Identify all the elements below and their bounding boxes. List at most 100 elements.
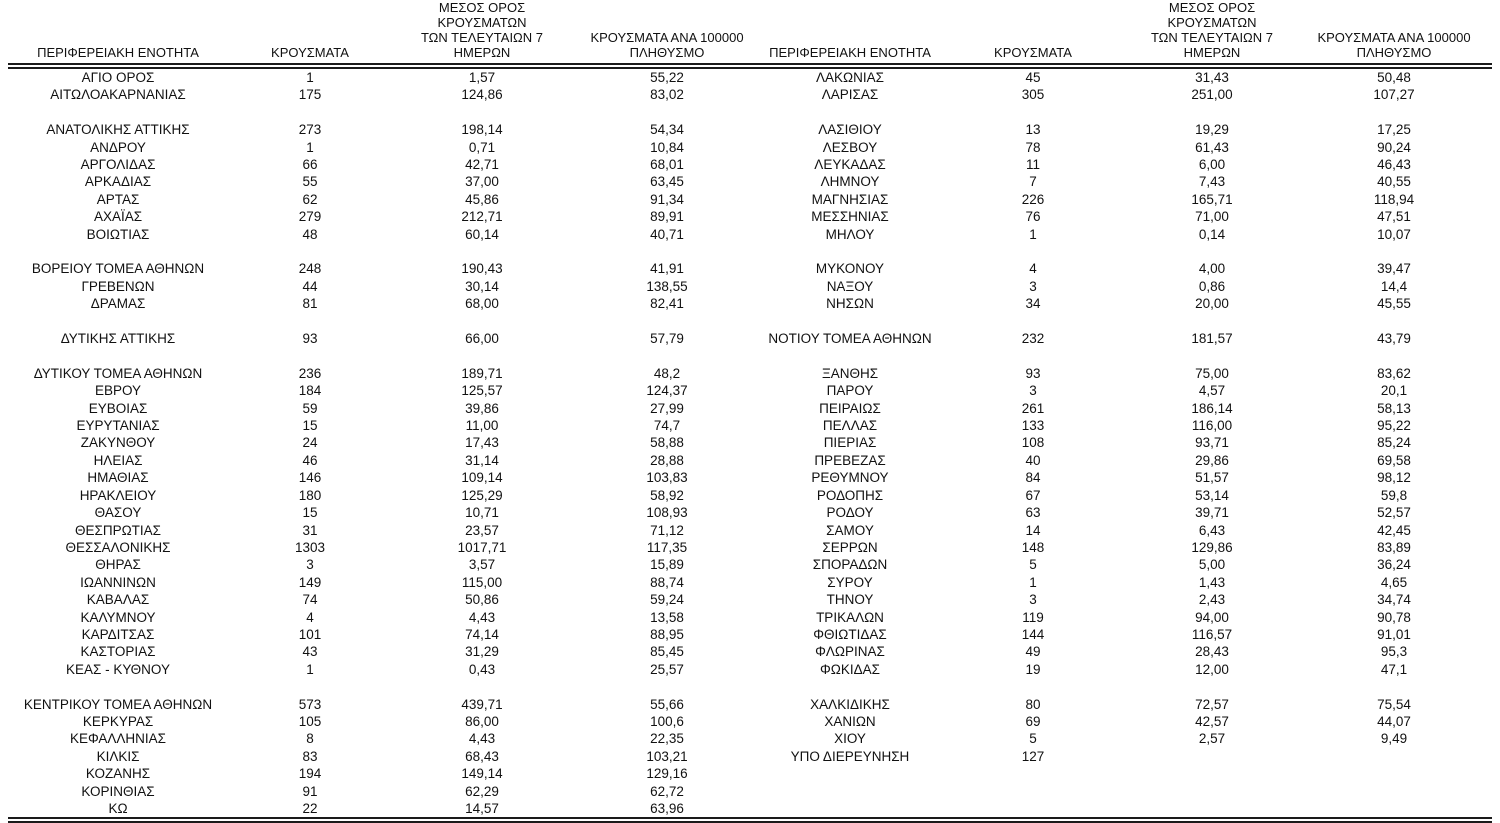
cell-cases: 4 xyxy=(1029,261,1037,277)
cell-per100k: 90,78 xyxy=(1377,609,1411,625)
cell-per100k: 117,35 xyxy=(646,539,688,555)
table-row: ΓΡΕΒΕΝΩΝ 44 30,14 138,55 ΝΑΞΟΥ 3 0,86 14,4 xyxy=(8,278,1492,295)
cell-avg7: 125,29 xyxy=(461,487,503,503)
cell-avg7: 61,43 xyxy=(1195,139,1229,155)
cell-per100k: 47,51 xyxy=(1377,209,1411,225)
cell-per100k: 63,96 xyxy=(650,800,684,816)
cell-per100k: 63,45 xyxy=(650,174,684,190)
cell-avg7: 1,57 xyxy=(468,70,496,85)
cell-cases: 236 xyxy=(298,365,322,381)
cell-avg7: 4,43 xyxy=(468,609,496,625)
table-row: ΚΑΡΔΙΤΣΑΣ 101 74,14 88,95 ΦΘΙΩΤΙΔΑΣ 144 116,57… xyxy=(8,626,1492,643)
cell-per100k: 100,6 xyxy=(650,713,684,729)
cell-per100k: 52,57 xyxy=(1377,505,1411,521)
cell-per100k: 71,12 xyxy=(650,522,684,538)
cell-avg7: 66,00 xyxy=(465,331,499,347)
cell-cases: 4 xyxy=(306,609,314,625)
cell-region: ΜΗΛΟΥ xyxy=(825,226,875,242)
cell-per100k: 75,54 xyxy=(1377,696,1411,712)
cell-cases: 5 xyxy=(1029,731,1037,747)
cell-cases: 48 xyxy=(302,226,318,242)
cell-avg7: 109,14 xyxy=(461,470,503,486)
cell-region xyxy=(762,347,938,364)
cell-per100k: 108,93 xyxy=(646,505,688,521)
cell-cases xyxy=(938,104,1128,121)
cell-region: ΑΝΔΡΟΥ xyxy=(90,139,146,155)
regional-cases-table: ΠΕΡΙΦΕΡΕΙΑΚΗ ΕΝΟΤΗΤΑ ΚΡΟΥΣΜΑΤΑ ΜΕΣΟΣ ΟΡΟ… xyxy=(8,0,1492,823)
cell-region: ΚΑΡΔΙΤΣΑΣ xyxy=(81,626,155,642)
cell-cases: 67 xyxy=(1025,487,1041,503)
cell-avg7: 51,57 xyxy=(1195,470,1229,486)
cell-per100k xyxy=(1296,678,1492,695)
cell-region: ΝΑΞΟΥ xyxy=(826,278,874,294)
table-header: ΠΕΡΙΦΕΡΕΙΑΚΗ ΕΝΟΤΗΤΑ ΚΡΟΥΣΜΑΤΑ ΜΕΣΟΣ ΟΡΟ… xyxy=(8,0,1492,69)
col-header-cases-right: ΚΡΟΥΣΜΑΤΑ xyxy=(938,0,1128,69)
cell-region: ΣΥΡΟΥ xyxy=(827,574,873,590)
cell-cases xyxy=(938,783,1128,800)
cell-region xyxy=(8,243,228,260)
cell-avg7: 129,86 xyxy=(1191,539,1233,555)
cell-per100k: 25,57 xyxy=(650,661,684,677)
cell-cases: 91 xyxy=(302,783,318,799)
cell-cases: 80 xyxy=(1025,696,1041,712)
cell-per100k: 41,91 xyxy=(650,261,684,277)
table-row xyxy=(8,313,1492,330)
cell-per100k: 45,55 xyxy=(1377,296,1411,312)
cell-cases: 573 xyxy=(298,696,322,712)
cell-per100k: 118,94 xyxy=(1373,191,1415,207)
cell-per100k: 83,02 xyxy=(650,87,684,103)
cell-avg7 xyxy=(392,313,572,330)
cell-region xyxy=(762,800,938,820)
cell-per100k: 129,16 xyxy=(646,766,688,782)
table-row: ΚΟΖΑΝΗΣ 194 149,14 129,16 xyxy=(8,765,1492,782)
cell-per100k: 138,55 xyxy=(646,278,688,294)
cell-cases: 7 xyxy=(1029,174,1037,190)
cell-cases: 149 xyxy=(298,574,322,590)
cell-region: ΗΜΑΘΙΑΣ xyxy=(87,470,149,486)
cell-region: ΜΑΓΝΗΣΙΑΣ xyxy=(811,191,889,207)
table-row xyxy=(8,678,1492,695)
cell-avg7 xyxy=(1128,104,1296,121)
cell-region xyxy=(762,678,938,695)
cell-per100k xyxy=(1296,243,1492,260)
cell-avg7: 165,71 xyxy=(1191,191,1233,207)
table-row: ΑΙΤΩΛΟΑΚΑΡΝΑΝΙΑΣ 175 124,86 83,02 ΛΑΡΙΣΑΣ 305… xyxy=(8,86,1492,103)
table-row: ΘΗΡΑΣ 3 3,57 15,89 ΣΠΟΡΑΔΩΝ 5 5,00 36,24 xyxy=(8,556,1492,573)
cell-region xyxy=(762,243,938,260)
cell-per100k: 13,58 xyxy=(650,609,684,625)
cell-region: ΕΥΒΟΙΑΣ xyxy=(88,400,148,416)
cell-cases: 273 xyxy=(298,122,322,138)
cell-region: ΑΓΙΟ ΟΡΟΣ xyxy=(81,70,155,85)
cell-avg7 xyxy=(392,243,572,260)
cell-avg7 xyxy=(392,678,572,695)
cell-region: ΘΕΣΣΑΛΟΝΙΚΗΣ xyxy=(65,539,171,555)
cell-avg7: 10,71 xyxy=(465,505,499,521)
table-row: ΗΡΑΚΛΕΙΟΥ 180 125,29 58,92 ΡΟΔΟΠΗΣ 67 53,14 59,… xyxy=(8,487,1492,504)
cell-avg7: 190,43 xyxy=(461,261,503,277)
table-row: ΘΑΣΟΥ 15 10,71 108,93 ΡΟΔΟΥ 63 39,71 52,57 xyxy=(8,504,1492,521)
cell-avg7: 68,43 xyxy=(465,748,499,764)
table-row: ΗΛΕΙΑΣ 46 31,14 28,88 ΠΡΕΒΕΖΑΣ 40 29,86 69,58 xyxy=(8,452,1492,469)
cell-cases xyxy=(938,347,1128,364)
cell-cases: 108 xyxy=(1021,435,1045,451)
cell-per100k: 58,92 xyxy=(650,487,684,503)
cell-per100k: 62,72 xyxy=(650,783,684,799)
cell-avg7 xyxy=(1128,800,1296,820)
cell-per100k: 17,25 xyxy=(1377,122,1411,138)
table-row: ΚΕΦΑΛΛΗΝΙΑΣ 8 4,43 22,35 ΧΙΟΥ 5 2,57 9,49 xyxy=(8,730,1492,747)
cell-region: ΦΩΚΙΔΑΣ xyxy=(820,661,880,677)
cell-region: ΚΩ xyxy=(108,800,128,816)
cell-region: ΘΗΡΑΣ xyxy=(95,557,141,573)
cell-region: ΧΑΛΚΙΔΙΚΗΣ xyxy=(810,696,890,712)
table-row: ΚΕΡΚΥΡΑΣ 105 86,00 100,6 ΧΑΝΙΩΝ 69 42,57 44,07 xyxy=(8,713,1492,730)
cell-per100k: 20,1 xyxy=(1380,383,1408,399)
cell-per100k: 34,74 xyxy=(1377,592,1411,608)
cell-region: ΑΡΚΑΔΙΑΣ xyxy=(84,174,152,190)
cell-cases: 3 xyxy=(1029,383,1037,399)
cell-cases: 261 xyxy=(1021,400,1045,416)
cell-cases: 3 xyxy=(1029,592,1037,608)
cell-region: ΚΕΦΑΛΛΗΝΙΑΣ xyxy=(69,731,167,747)
cell-per100k: 58,88 xyxy=(650,435,684,451)
cell-per100k: 55,66 xyxy=(650,696,684,712)
cell-avg7 xyxy=(1128,765,1296,782)
